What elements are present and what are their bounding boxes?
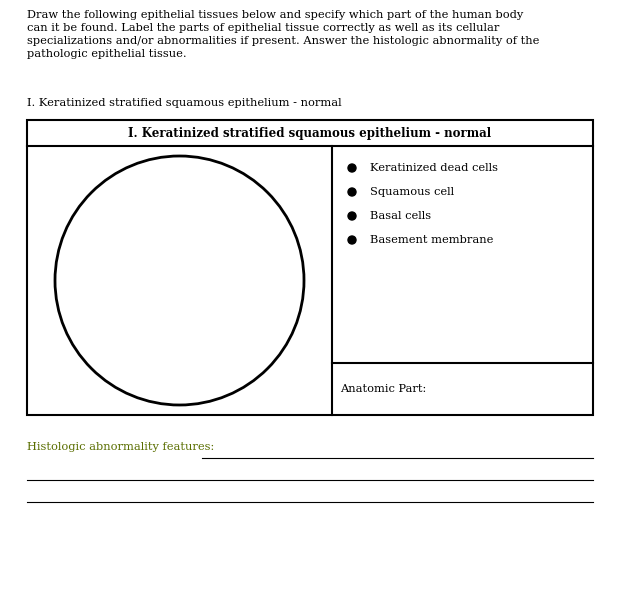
Text: I. Keratinized stratified squamous epithelium - normal: I. Keratinized stratified squamous epith…: [27, 98, 342, 108]
Text: Histologic abnormality features:: Histologic abnormality features:: [27, 442, 215, 452]
Circle shape: [348, 188, 356, 196]
Text: Squamous cell: Squamous cell: [370, 187, 454, 197]
Text: Anatomic Part:: Anatomic Part:: [340, 384, 427, 394]
Text: pathologic epithelial tissue.: pathologic epithelial tissue.: [27, 49, 187, 59]
Bar: [27, 120, 593, 415]
Circle shape: [348, 236, 356, 244]
Text: Basement membrane: Basement membrane: [370, 235, 494, 245]
Circle shape: [348, 212, 356, 220]
Text: I. Keratinized stratified squamous epithelium - normal: I. Keratinized stratified squamous epith…: [128, 127, 492, 139]
Circle shape: [348, 164, 356, 172]
Text: Keratinized dead cells: Keratinized dead cells: [370, 163, 498, 173]
Text: specializations and/or abnormalities if present. Answer the histologic abnormali: specializations and/or abnormalities if …: [27, 36, 539, 46]
Text: can it be found. Label the parts of epithelial tissue correctly as well as its c: can it be found. Label the parts of epit…: [27, 23, 499, 33]
Text: Draw the following epithelial tissues below and specify which part of the human : Draw the following epithelial tissues be…: [27, 10, 523, 20]
Text: Basal cells: Basal cells: [370, 211, 431, 221]
